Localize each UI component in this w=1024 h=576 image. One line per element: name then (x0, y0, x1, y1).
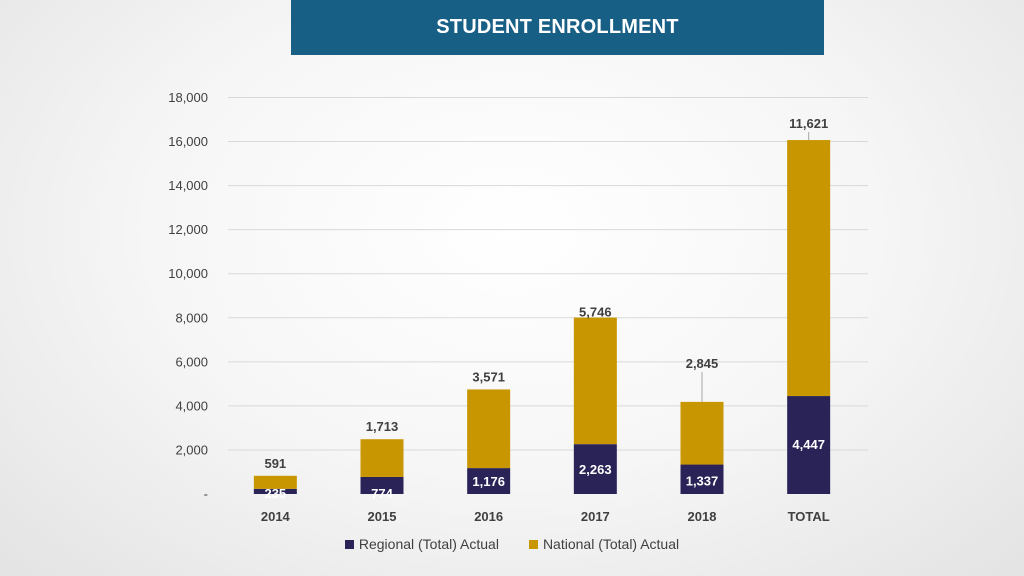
bar-regional-2014[interactable] (253, 488, 297, 494)
y-tick-label: 14,000 (168, 178, 208, 193)
data-label-national-total: 11,621 (789, 116, 828, 131)
bar-national-total[interactable] (787, 140, 831, 397)
bar-national-2014[interactable] (253, 475, 297, 489)
legend-label-regional: Regional (Total) Actual (358, 536, 499, 552)
y-tick-label: - (204, 487, 208, 502)
y-tick-label: 18,000 (168, 90, 208, 105)
title-banner: STUDENT ENROLLMENT (291, 0, 824, 55)
bar-national-2016[interactable] (467, 389, 511, 469)
bars (253, 140, 831, 494)
bar-national-2015[interactable] (360, 439, 404, 477)
y-axis-ticks: - 2,000 4,000 6,000 8,000 10,000 12,000 14,000 1… (168, 90, 208, 502)
legend-item-regional[interactable]: Regional (Total) Actual (344, 536, 499, 552)
legend-label-national: National (Total) Actual (542, 536, 680, 552)
x-category-label: TOTAL (788, 509, 830, 524)
data-label-regional-2014: 235 (264, 486, 286, 501)
x-category-label: 2014 (261, 509, 291, 524)
data-label-national-2018: 2,845 (686, 356, 719, 371)
legend-item-national[interactable]: National (Total) Actual (528, 536, 680, 552)
y-tick-label: 8,000 (175, 310, 208, 325)
legend-swatch-national (528, 539, 538, 549)
data-labels: 235 591 774 1,713 1,176 3,571 2,263 5,746 1,337 2… (264, 116, 828, 501)
bar-regional-2015[interactable] (360, 476, 404, 494)
y-tick-label: 10,000 (168, 266, 208, 281)
bar-regional-2018[interactable] (680, 464, 724, 494)
data-label-national-2017: 5,746 (579, 305, 612, 320)
legend: Regional (Total) Actual National (Total)… (0, 536, 1024, 552)
y-tick-label: 12,000 (168, 222, 208, 237)
data-label-regional-2018: 1,337 (686, 474, 719, 489)
x-axis-categories: 2014 2015 2016 2017 2018 TOTAL (261, 509, 830, 524)
data-label-national-2016: 3,571 (472, 369, 505, 384)
data-label-regional-2016: 1,176 (472, 474, 505, 489)
x-category-label: 2017 (581, 509, 610, 524)
x-category-label: 2016 (474, 509, 503, 524)
y-tick-label: 6,000 (175, 354, 208, 369)
bar-regional-2017[interactable] (573, 444, 617, 494)
data-label-regional-2017: 2,263 (579, 462, 612, 477)
y-tick-label: 2,000 (175, 442, 208, 457)
gridlines (228, 97, 868, 451)
data-label-regional-2015: 774 (371, 486, 393, 501)
data-label-regional-total: 4,447 (792, 437, 825, 452)
y-tick-label: 4,000 (175, 398, 208, 413)
bar-regional-2016[interactable] (467, 468, 511, 494)
bar-regional-total[interactable] (787, 396, 831, 494)
x-category-label: 2015 (368, 509, 397, 524)
x-category-label: 2018 (688, 509, 717, 524)
y-tick-label: 16,000 (168, 134, 208, 149)
bar-national-2018[interactable] (680, 401, 724, 465)
chart-title: STUDENT ENROLLMENT (436, 16, 679, 38)
data-label-national-2014: 591 (264, 456, 286, 471)
data-label-national-2015: 1,713 (366, 419, 399, 434)
bar-national-2017[interactable] (573, 317, 617, 445)
legend-swatch-regional (344, 539, 354, 549)
